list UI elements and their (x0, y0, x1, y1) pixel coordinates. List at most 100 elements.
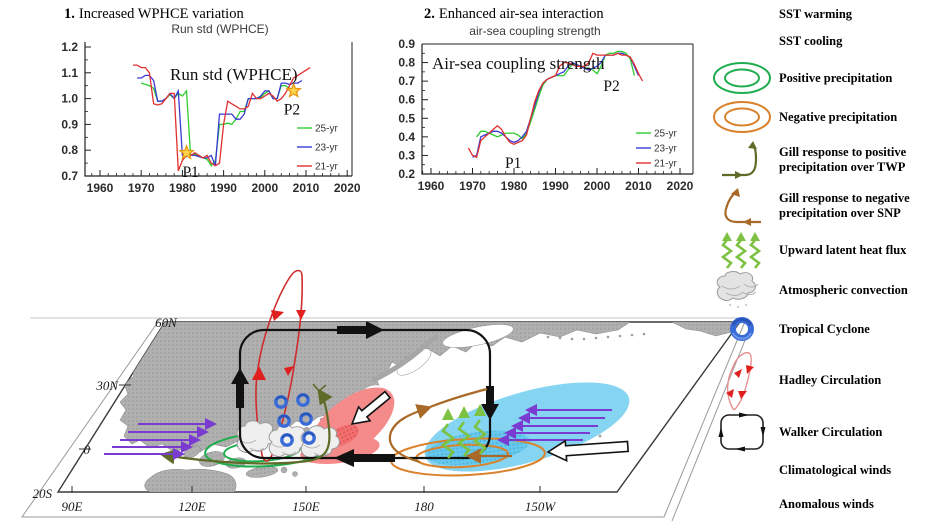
x-tick-label: 2010 (625, 179, 652, 193)
land-australia (144, 468, 237, 492)
panel2-axis-title: air-sea coupling strength (469, 24, 601, 38)
sea-okhotsk (442, 324, 514, 348)
legend-label: Tropical Cyclone (779, 321, 870, 336)
legend-item-sst-cooling: SST cooling (705, 30, 943, 52)
panel2-number: 2. (424, 6, 435, 22)
legend-label: Atmospheric convection (779, 282, 908, 297)
walker-top-arrow (337, 321, 384, 339)
negative-precipitation-icon (705, 99, 779, 135)
gill-response-negative (388, 387, 512, 464)
x-tick-label: 1960 (87, 181, 114, 195)
gill-response-negative-icon (705, 184, 779, 228)
land-japan (371, 334, 439, 383)
lat-label-30n: 30N (95, 378, 119, 393)
y-tick-label: 1.1 (61, 66, 78, 80)
legend-label: Gill response to positive precipitation … (779, 145, 907, 174)
legend-item-anomalous-winds: Anomalous winds (705, 492, 943, 516)
lon-label-120e: 120E (178, 499, 206, 514)
legend-label: Climatological winds (779, 462, 892, 477)
annotation-P2: P2 (284, 101, 300, 118)
legend-item-gill-negative: Gill response to negative precipitation … (705, 182, 943, 230)
legend-item-tropical-cyclone: Tropical Cyclone (705, 312, 943, 346)
series-line-21-yr (133, 64, 311, 172)
lon-label-180: 180 (414, 499, 434, 514)
y-tick-label: 0.7 (61, 169, 78, 183)
outer-frame (21, 318, 747, 518)
legend-label: SST cooling (779, 33, 843, 48)
walker-bottom-arrow (334, 449, 395, 467)
y-tick-label: 0.8 (398, 56, 415, 70)
tropical-cyclone-icon (705, 312, 779, 346)
climatological-winds-west (104, 418, 217, 460)
y-tick-label: 0.6 (398, 93, 415, 107)
hadley-up-arrow (252, 366, 266, 380)
x-tick-label: 1960 (418, 179, 445, 193)
lat-label-0: 0 (84, 442, 91, 457)
x-tick-label: 1970 (459, 179, 486, 193)
y-tick-label: 1.2 (61, 40, 78, 54)
legend-entry-21-yr: 21-yr (654, 159, 677, 170)
lat-label-20s: 20S (33, 486, 53, 501)
series-line-25-yr (141, 82, 298, 167)
x-tick-label: 1980 (169, 181, 196, 195)
x-tick-label: 2020 (334, 181, 361, 195)
atmospheric-convection-icon (705, 270, 779, 310)
latent-heat-flux-arrows (440, 404, 488, 459)
legend-label: Anomalous winds (779, 496, 874, 511)
legend-item-walker: Walker Circulation (705, 410, 943, 454)
legend-label: Walker Circulation (779, 424, 883, 439)
y-tick-label: 0.5 (398, 111, 415, 125)
panel1-title: Increased WPHCE variation (78, 6, 244, 22)
walker-left-arrow (231, 368, 249, 408)
air-sea-coupling-chart: 0.2 0.3 0.4 0.5 0.6 0.7 0.8 0.9 1960 1970 1980 1990… (398, 37, 694, 193)
star-marker (285, 82, 302, 98)
legend-item-negative-precipitation: Negative precipitation (705, 99, 943, 135)
hadley-down-arrow-1 (271, 310, 284, 321)
y-tick-label: 0.9 (398, 37, 415, 51)
legend-item-latent-heat: Upward latent heat flux (705, 230, 943, 270)
anomalous-wind-arrows (350, 390, 630, 463)
lat-label-60n: 60N (155, 315, 178, 330)
lon-label-150e: 150E (292, 499, 320, 514)
y-tick-label: 0.4 (398, 130, 415, 144)
legend-entry-21-yr: 21-yr (315, 162, 338, 173)
x-tick-label: 2010 (293, 181, 320, 195)
legend-label: Negative precipitation (779, 109, 898, 124)
outer-frame-right2 (671, 322, 753, 522)
annotation-P1: P1 (505, 155, 521, 172)
gill-response-positive-icon (705, 138, 779, 182)
panel1-number: 1. (64, 6, 75, 22)
legend-entry-25-yr: 25-yr (654, 129, 677, 140)
panel1-heading: 1. Increased WPHCE variation (64, 6, 244, 23)
x-tick-label: 1980 (501, 179, 528, 193)
y-tick-label: 0.7 (398, 74, 415, 88)
inner-chart-label: Run std (WPHCE) (170, 65, 298, 84)
upward-latent-heat-flux-icon (705, 230, 779, 270)
annotation-P1: P1 (182, 164, 198, 181)
x-tick-label: 1990 (210, 181, 237, 195)
legend-item-hadley: Hadley Circulation (705, 348, 943, 412)
legend-item-climatological-winds: Climatological winds (705, 458, 943, 482)
aleutian-islands (546, 332, 646, 341)
figure-legend: SST warming SST cooling Positive precipi… (705, 0, 943, 530)
walker-circulation-icon (705, 411, 779, 453)
positive-precipitation-icon (705, 60, 779, 96)
legend-entry-25-yr: 25-yr (315, 124, 338, 135)
y-tick-label: 0.8 (61, 143, 78, 157)
legend-item-positive-precipitation: Positive precipitation (705, 60, 943, 96)
panel2-title: Enhanced air-sea interaction (438, 6, 604, 22)
legend-label: Hadley Circulation (779, 372, 882, 387)
legend-item-convection: Atmospheric convection (705, 270, 943, 310)
x-tick-label: 2020 (667, 179, 694, 193)
annotation-P2: P2 (603, 78, 619, 95)
star-marker (178, 144, 195, 160)
wphce-std-chart: 0.7 0.8 0.9 1.0 1.1 1.2 1960 1970 1980 1990 2000 20… (61, 40, 361, 195)
anomalous-wind-arrow-east (546, 439, 630, 463)
chart-axes (84, 42, 352, 177)
y-tick-label: 1.0 (61, 92, 78, 106)
hadley-down-arrow-2 (296, 310, 306, 320)
legend-item-sst-warming: SST warming (705, 3, 943, 25)
legend-label: SST warming (779, 6, 853, 21)
legend-entry-23-yr: 23-yr (315, 143, 338, 154)
